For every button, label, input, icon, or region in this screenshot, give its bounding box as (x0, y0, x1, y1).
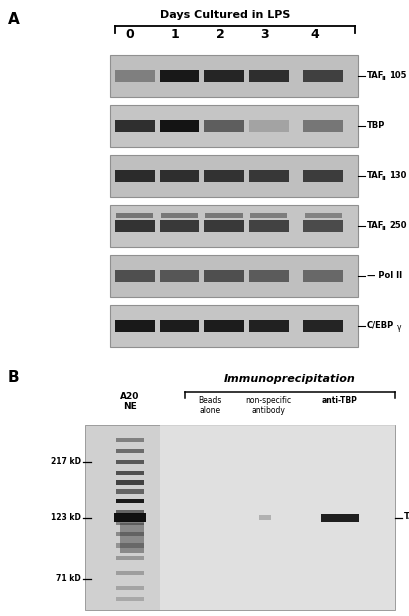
Text: Beads
alone: Beads alone (198, 396, 221, 415)
Bar (85, 425, 394, 610)
Bar (204, 320, 243, 332)
Text: II: II (380, 76, 385, 81)
Bar (303, 70, 342, 82)
Text: 4: 4 (310, 28, 319, 41)
Text: anti-TBP: anti-TBP (321, 396, 357, 405)
Bar (115, 320, 154, 332)
Text: TBP: TBP (366, 121, 384, 129)
Bar (248, 220, 288, 232)
Bar (204, 170, 243, 182)
Text: B: B (8, 370, 20, 385)
Bar (115, 70, 154, 82)
Bar (248, 70, 288, 82)
Text: 1: 1 (170, 28, 179, 41)
Bar (303, 220, 342, 232)
Bar (115, 220, 154, 232)
Bar (116, 597, 144, 601)
Bar (204, 70, 243, 82)
Bar (110, 305, 357, 347)
Bar (204, 220, 243, 232)
Text: — Pol II: — Pol II (366, 270, 401, 280)
Bar (258, 515, 270, 520)
Bar (204, 270, 243, 282)
Bar (116, 448, 144, 453)
Bar (159, 170, 199, 182)
Bar (159, 270, 199, 282)
Bar (160, 213, 198, 218)
Bar (116, 509, 144, 514)
Bar (248, 170, 288, 182)
Bar (303, 320, 342, 332)
Bar (116, 471, 144, 476)
Text: TAF: TAF (366, 70, 384, 79)
Bar (303, 270, 342, 282)
Text: 3: 3 (260, 28, 269, 41)
Bar (115, 120, 154, 132)
Bar (159, 220, 199, 232)
Bar (110, 255, 357, 297)
Bar (116, 521, 144, 525)
Text: 105: 105 (388, 70, 405, 79)
Bar (116, 571, 144, 575)
Text: Days Cultured in LPS: Days Cultured in LPS (160, 10, 290, 20)
Text: TAF: TAF (366, 221, 384, 230)
Bar (116, 556, 144, 561)
Text: II: II (380, 226, 385, 231)
Bar (303, 120, 342, 132)
Text: 123 kD: 123 kD (51, 513, 81, 522)
Bar (303, 170, 342, 182)
Text: Immunoprecipitation: Immunoprecipitation (224, 374, 355, 384)
Bar (205, 213, 242, 218)
Text: 71 kD: 71 kD (56, 574, 81, 583)
Text: C/EBP: C/EBP (366, 320, 393, 330)
Bar (116, 460, 144, 464)
Text: 217 kD: 217 kD (51, 458, 81, 466)
Bar (159, 70, 199, 82)
Bar (159, 320, 199, 332)
Bar (159, 120, 199, 132)
Text: II: II (380, 176, 385, 181)
Bar (116, 489, 144, 494)
Bar (116, 543, 144, 548)
Bar (110, 155, 357, 197)
Bar (110, 55, 357, 97)
Bar (116, 532, 144, 537)
Bar (120, 522, 144, 553)
Bar (320, 514, 358, 522)
Text: TAF: TAF (403, 512, 409, 521)
Text: 0: 0 (125, 28, 134, 41)
Bar (204, 120, 243, 132)
Bar (116, 498, 144, 503)
Bar (115, 270, 154, 282)
Text: A: A (8, 12, 20, 27)
Text: non-specific
antibody: non-specific antibody (244, 396, 290, 415)
Bar (248, 270, 288, 282)
Bar (116, 480, 144, 485)
Bar (249, 213, 287, 218)
Bar (248, 120, 288, 132)
Bar (304, 213, 341, 218)
Bar (160, 425, 394, 610)
Bar (116, 213, 153, 218)
Text: 250: 250 (388, 221, 405, 230)
Bar (116, 437, 144, 442)
Bar (116, 586, 144, 590)
Bar (110, 105, 357, 147)
Bar (115, 170, 154, 182)
Text: A20
NE: A20 NE (120, 392, 139, 411)
Text: 2: 2 (215, 28, 224, 41)
Text: γ: γ (396, 323, 400, 333)
Bar (248, 320, 288, 332)
Bar (110, 205, 357, 247)
Bar (114, 513, 146, 522)
Text: 130: 130 (388, 171, 405, 179)
Text: TAF: TAF (366, 171, 384, 179)
